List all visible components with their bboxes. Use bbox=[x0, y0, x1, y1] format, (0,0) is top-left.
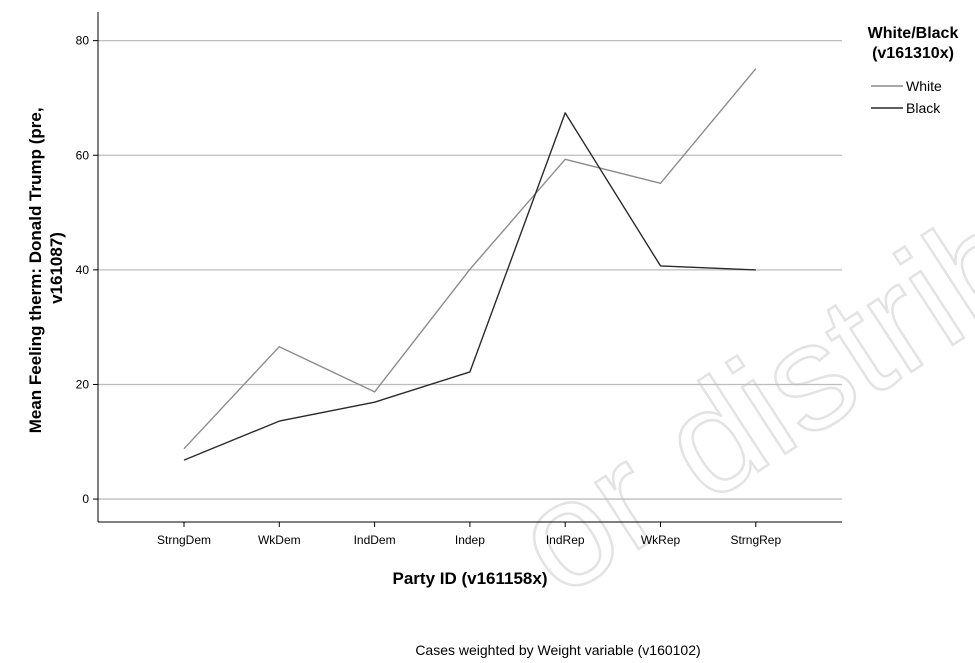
y-axis-title-line-2: v161087) bbox=[47, 232, 66, 304]
x-tick-label-WkRep: WkRep bbox=[641, 533, 681, 547]
x-tick-label-WkDem: WkDem bbox=[258, 533, 301, 547]
series-layer bbox=[183, 68, 757, 461]
y-tick-label-20: 20 bbox=[76, 377, 90, 391]
legend-label-white: White bbox=[906, 78, 942, 94]
series-line-white bbox=[183, 68, 757, 450]
x-tick-label-StrngDem: StrngDem bbox=[157, 533, 211, 547]
x-tick-label-IndRep: IndRep bbox=[546, 533, 585, 547]
x-tick-label-IndDem: IndDem bbox=[354, 533, 396, 547]
x-axis-ticks: StrngDem WkDem IndDem Indep IndRep WkRep Strng… bbox=[157, 522, 781, 547]
y-tick-label-40: 40 bbox=[76, 263, 90, 277]
y-tick-label-60: 60 bbox=[76, 148, 90, 162]
x-tick-label-Indep: Indep bbox=[455, 533, 485, 547]
legend-title-line-1: White/Black bbox=[868, 25, 959, 42]
y-tick-label-0: 0 bbox=[82, 492, 89, 506]
legend-label-black: Black bbox=[906, 100, 941, 116]
y-axis-title-line-1: Mean Feeling therm: Donald Trump (pre, bbox=[26, 107, 45, 433]
legend: White/Black (v161310x) White Black bbox=[868, 25, 959, 116]
x-axis-title: Party ID (v161158x) bbox=[393, 569, 548, 588]
series-line-black bbox=[183, 112, 756, 461]
y-tick-label-80: 80 bbox=[76, 34, 90, 48]
x-tick-label-StrngRep: StrngRep bbox=[730, 533, 781, 547]
footnote: Cases weighted by Weight variable (v1601… bbox=[415, 642, 700, 658]
y-axis-ticks: 0 20 40 60 80 bbox=[76, 34, 98, 506]
y-axis-title: Mean Feeling therm: Donald Trump (pre, v… bbox=[26, 103, 66, 434]
legend-title-line-2: (v161310x) bbox=[872, 45, 954, 62]
